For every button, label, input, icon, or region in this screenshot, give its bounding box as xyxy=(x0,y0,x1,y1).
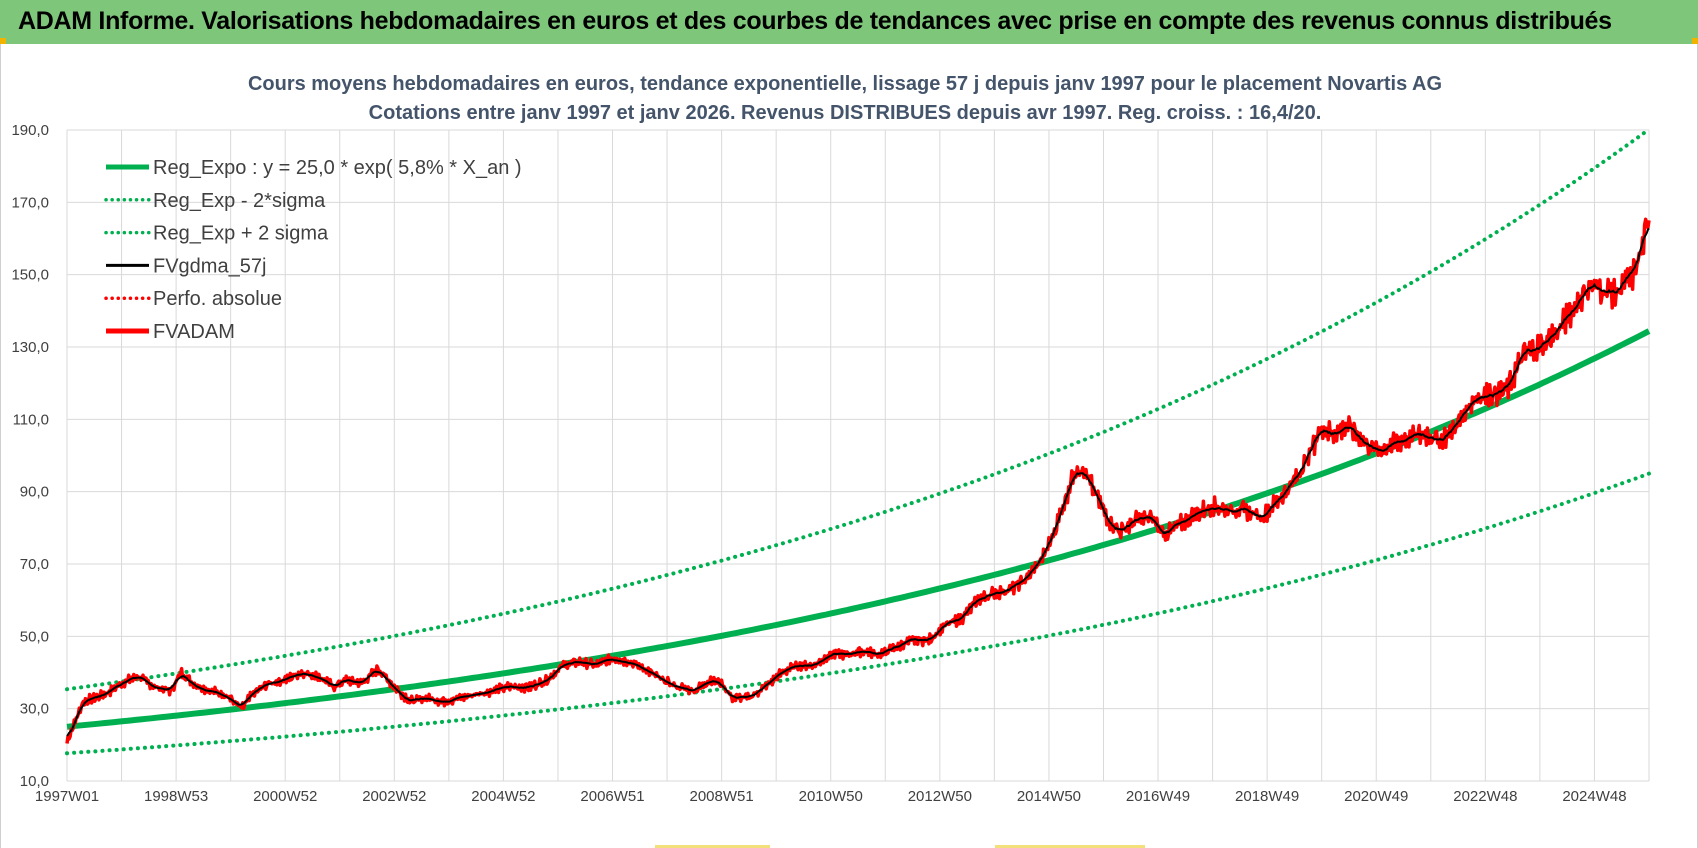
legend-label-reg_high: Reg_Exp + 2 sigma xyxy=(153,223,329,245)
y-tick-label: 110,0 xyxy=(13,411,49,428)
x-tick-label: 2000W52 xyxy=(253,788,317,805)
legend-label-reg: Reg_Expo : y = 25,0 * exp( 5,8% * X_an ) xyxy=(153,157,522,179)
x-tick-label: 2008W51 xyxy=(690,788,754,805)
x-tick-label: 2010W50 xyxy=(799,788,863,805)
grid xyxy=(66,129,1650,782)
report-title: ADAM Informe. Valorisations hebdomadaire… xyxy=(18,7,1612,35)
chart-title-line2: Cotations entre janv 1997 et janv 2026. … xyxy=(369,102,1322,124)
x-tick-label: 2018W49 xyxy=(1235,788,1299,805)
series xyxy=(65,127,1651,756)
reg-exp-plus-2sigma-line xyxy=(65,127,1651,692)
bottom-accent-2 xyxy=(995,845,1145,848)
legend-label-smooth: FVgdma_57j xyxy=(153,255,266,277)
corner-marker-left xyxy=(0,38,6,44)
legend-label-reg_low: Reg_Exp - 2*sigma xyxy=(153,190,326,212)
legend-label-price: FVADAM xyxy=(153,321,235,343)
y-tick-label: 70,0 xyxy=(20,556,49,573)
x-tick-label: 1997W01 xyxy=(35,788,99,805)
chart: Cours moyens hebdomadaires en euros, ten… xyxy=(11,73,1651,805)
y-tick-label: 130,0 xyxy=(11,339,49,356)
chart-title-line1: Cours moyens hebdomadaires en euros, ten… xyxy=(248,73,1442,95)
y-tick-label: 90,0 xyxy=(20,484,49,501)
corner-marker-right xyxy=(1692,38,1698,44)
x-tick-label: 2016W49 xyxy=(1126,788,1190,805)
x-tick-label: 2006W51 xyxy=(580,788,644,805)
x-axis-labels: 1997W01 1998W53 2000W52 2002W52 2004W52 2006W… xyxy=(35,788,1627,805)
x-tick-label: 2020W49 xyxy=(1344,788,1408,805)
y-tick-label: 190,0 xyxy=(11,122,49,139)
x-tick-label: 2024W48 xyxy=(1562,788,1626,805)
y-tick-label: 150,0 xyxy=(11,267,49,284)
y-axis-labels: 10,0 30,0 50,0 70,0 90,0 110,0 130,0 150,0 170,0… xyxy=(11,122,49,790)
y-tick-label: 10,0 xyxy=(20,773,49,790)
legend: Reg_Expo : y = 25,0 * exp( 5,8% * X_an )… xyxy=(104,157,522,343)
chart-frame: Cours moyens hebdomadaires en euros, ten… xyxy=(0,44,1698,848)
header-banner: ADAM Informe. Valorisations hebdomadaire… xyxy=(0,0,1698,44)
y-tick-label: 30,0 xyxy=(20,701,49,718)
x-tick-label: 2004W52 xyxy=(471,788,535,805)
x-tick-label: 2002W52 xyxy=(362,788,426,805)
x-tick-label: 1998W53 xyxy=(144,788,208,805)
bottom-accent-1 xyxy=(655,845,770,848)
x-tick-label: 2022W48 xyxy=(1453,788,1517,805)
x-tick-label: 2012W50 xyxy=(908,788,972,805)
fvgdma-57j-line xyxy=(66,227,1650,737)
legend-label-none: Perfo. absolue xyxy=(153,288,282,310)
y-tick-label: 50,0 xyxy=(20,628,49,645)
x-tick-label: 2014W50 xyxy=(1017,788,1081,805)
y-tick-label: 170,0 xyxy=(11,194,49,211)
fvadam-line xyxy=(65,217,1651,744)
reg-exp-minus-2sigma-line xyxy=(65,471,1651,756)
